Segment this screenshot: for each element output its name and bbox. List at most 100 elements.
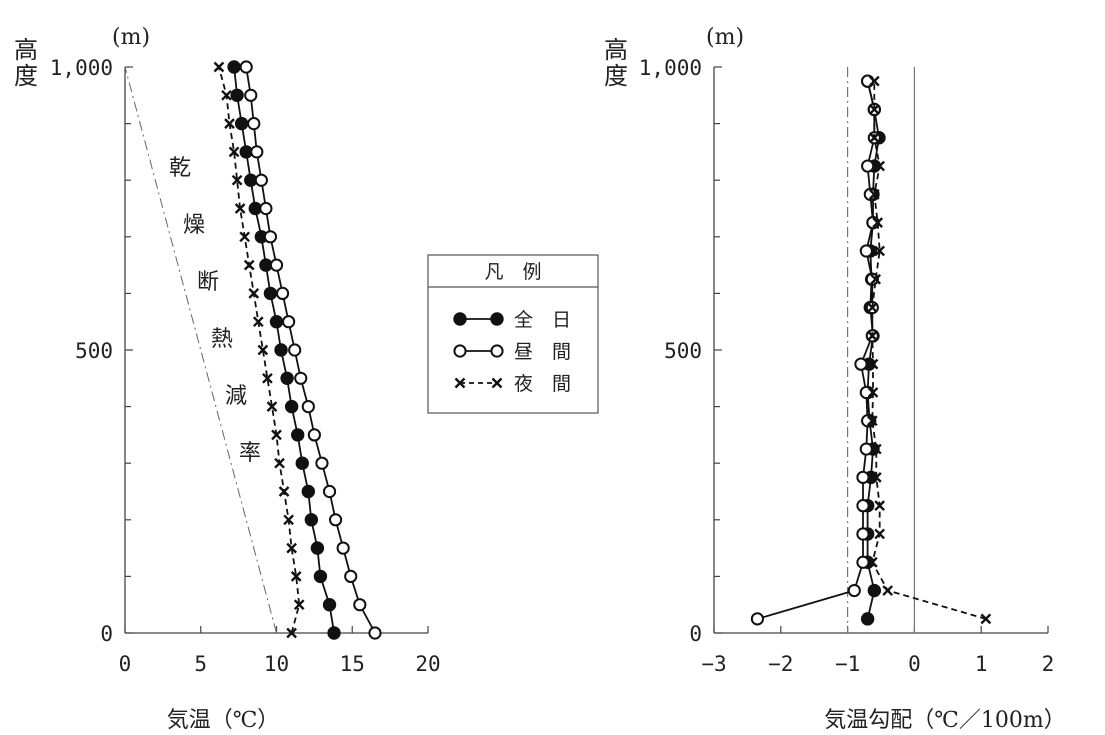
- data-point: [854, 357, 868, 371]
- data-point: [856, 555, 870, 569]
- y-tick-label: 500: [75, 339, 113, 363]
- data-point: [328, 513, 343, 527]
- legend-marker-end: [490, 312, 504, 326]
- y-tick-label: 0: [100, 622, 113, 646]
- x-tick-label: 0: [908, 652, 921, 676]
- right-series-group: [750, 74, 992, 626]
- x-tick-label: −3: [701, 652, 726, 676]
- data-point: [248, 288, 260, 299]
- data-point: [868, 132, 880, 144]
- data-point: [872, 217, 884, 228]
- data-point: [234, 116, 249, 131]
- data-point: [278, 486, 290, 497]
- x-tick-label: −1: [835, 652, 860, 676]
- data-point: [859, 442, 873, 456]
- data-point: [286, 627, 297, 639]
- data-point: [274, 343, 288, 357]
- left-x-axis-label: 気温（℃）: [167, 708, 280, 733]
- right-y-axis-label: 高度: [604, 36, 628, 90]
- data-point: [259, 201, 273, 216]
- data-point: [250, 145, 264, 159]
- data-point: [263, 230, 278, 244]
- legend: 凡 例 全 日昼 間夜 間: [427, 254, 599, 414]
- dry-adiabatic-lapse-line: [124, 66, 277, 634]
- data-point: [224, 118, 235, 129]
- annotation-char: 断: [197, 270, 219, 295]
- data-point: [271, 429, 282, 441]
- legend-marker-start: [453, 312, 467, 326]
- y-tick-label: 500: [664, 339, 702, 363]
- legend-item-daytime: 昼 間: [453, 341, 571, 363]
- legend-marker-end: [490, 344, 504, 358]
- data-point: [254, 173, 268, 187]
- data-point: [310, 541, 325, 555]
- data-point: [322, 598, 337, 612]
- data-point: [353, 598, 367, 612]
- data-point: [859, 244, 873, 258]
- x-tick-label: 15: [340, 652, 365, 676]
- data-point: [213, 61, 225, 73]
- right-series-daytime: [750, 74, 881, 626]
- legend-item-all-day: 全 日: [453, 309, 571, 331]
- data-point: [247, 117, 261, 131]
- right-series-nighttime: [866, 75, 992, 625]
- right-unit-label: (m): [706, 25, 744, 50]
- data-point: [239, 231, 251, 243]
- left-series-group: [213, 60, 382, 640]
- data-point: [980, 613, 992, 625]
- data-point: [865, 272, 879, 286]
- data-point: [294, 371, 308, 385]
- data-point: [227, 60, 241, 74]
- data-point: [882, 585, 894, 596]
- x-tick-label: −2: [768, 652, 793, 676]
- left-x-ticks: 0 5 10 15 20: [119, 626, 441, 676]
- y-tick-label: 1,000: [639, 56, 702, 80]
- legend-marker-start: [453, 344, 467, 358]
- data-point: [239, 60, 253, 74]
- data-point: [866, 302, 878, 313]
- x-tick-label: 5: [194, 652, 207, 676]
- data-point: [230, 88, 244, 103]
- data-point: [282, 315, 296, 329]
- data-point: [861, 159, 875, 173]
- annotation-char: 燥: [183, 213, 205, 238]
- legend-items: 全 日昼 間夜 間: [453, 309, 571, 395]
- right-series-all-day: [860, 74, 886, 626]
- legend-item-nighttime: 夜 間: [454, 373, 571, 395]
- annotation-char: 率: [239, 441, 261, 466]
- x-tick-label: 0: [119, 652, 132, 676]
- lapse-rate-chart: (m) 高度 −3 −2 −1 0 1 2 0 500 1,000 気温勾配（℃／100m）: [604, 25, 1066, 733]
- data-point: [269, 258, 284, 272]
- data-point: [286, 542, 297, 554]
- data-point: [336, 541, 350, 555]
- data-point: [868, 104, 880, 115]
- annotation-char: 減: [225, 384, 247, 409]
- right-reference-lines: [846, 67, 916, 633]
- x-tick-label: 2: [1042, 652, 1055, 676]
- data-point: [234, 203, 246, 214]
- data-point: [322, 484, 337, 499]
- left-y-axis-label: 高度: [14, 36, 38, 90]
- data-point: [231, 174, 243, 186]
- data-point: [291, 428, 305, 442]
- data-point: [868, 75, 880, 87]
- annotation-char: 熱: [211, 327, 233, 352]
- legend-label: 夜 間: [514, 373, 571, 395]
- data-point: [856, 499, 870, 513]
- data-point: [266, 401, 278, 412]
- data-point: [304, 513, 319, 527]
- data-point: [750, 612, 765, 626]
- data-point: [301, 484, 316, 499]
- data-point: [275, 286, 290, 300]
- data-point: [874, 500, 886, 511]
- legend-title: 凡 例: [484, 261, 541, 283]
- data-point: [274, 457, 285, 469]
- data-point: [301, 400, 315, 414]
- data-point: [874, 160, 886, 172]
- data-point: [874, 245, 886, 257]
- x-tick-label: 10: [264, 652, 289, 676]
- x-tick-label: 20: [415, 652, 440, 676]
- data-point: [315, 456, 329, 470]
- data-point: [228, 146, 240, 158]
